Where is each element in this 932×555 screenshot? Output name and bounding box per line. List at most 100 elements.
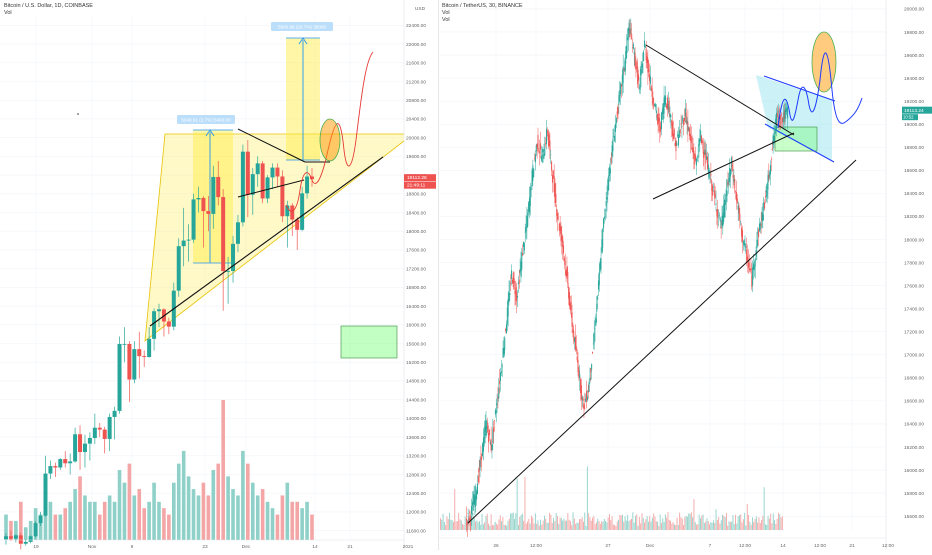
- volume-bar: [719, 523, 721, 530]
- left-price-tick: 18000.00: [406, 229, 426, 235]
- candle-body: [668, 100, 670, 113]
- candle-body: [750, 269, 752, 270]
- right-price-tick: 17600.00: [904, 283, 924, 289]
- candle-body: [519, 269, 521, 273]
- candle-body: [776, 112, 777, 130]
- volume-bar: [53, 514, 58, 540]
- volume-bar: [724, 517, 726, 530]
- left-countdown-badge: 21:49:11: [407, 183, 426, 189]
- candle-body: [481, 453, 483, 460]
- volume-bar: [23, 527, 28, 540]
- volume-bar: [481, 513, 483, 530]
- volume-bar: [63, 508, 68, 540]
- candle-body: [783, 111, 785, 119]
- volume-bar: [710, 522, 712, 530]
- candle-body: [636, 62, 638, 67]
- candle-body: [500, 371, 502, 374]
- volume-bar: [668, 519, 670, 530]
- candle-body: [611, 145, 613, 157]
- volume-bar: [477, 522, 479, 530]
- volume-bar: [489, 525, 491, 530]
- right-price-tick: 18200.00: [904, 214, 924, 220]
- volume-bar: [454, 489, 456, 530]
- candle-body: [616, 111, 618, 117]
- left-chart-panel[interactable]: 5349.91 (2.7%) 5400.00 5900.99 (28.7%) 38…: [0, 0, 436, 550]
- candle-body: [527, 212, 529, 227]
- volume-bar: [780, 517, 782, 530]
- candle-body: [584, 399, 586, 400]
- left-time-tick: 23: [202, 544, 208, 550]
- volume-bar: [575, 523, 577, 530]
- candle-body: [513, 278, 515, 284]
- candle-body: [733, 178, 735, 182]
- candle-body: [714, 194, 716, 199]
- candle-body: [758, 223, 760, 232]
- candle-body: [640, 68, 642, 76]
- candle-body: [701, 140, 703, 143]
- candle-body: [756, 239, 758, 249]
- candle-body: [97, 427, 102, 430]
- candle-body: [651, 88, 653, 97]
- right-chart-svg[interactable]: 20000.00 19800.00 19600.00 19400.00 19200.00…: [437, 0, 932, 550]
- volume-bar: [593, 516, 595, 530]
- measure-label-bg-1: [177, 115, 235, 124]
- volume-bar: [606, 522, 608, 530]
- candle-body: [483, 430, 485, 444]
- candle-body: [603, 216, 605, 219]
- volume-bar: [547, 522, 549, 530]
- candle-body: [497, 396, 499, 399]
- candle-body: [693, 150, 695, 159]
- candle-body: [598, 271, 600, 286]
- volume-bar: [589, 517, 591, 530]
- candle-body: [644, 46, 646, 48]
- volume-bar: [687, 516, 688, 530]
- volume-bar: [572, 512, 574, 530]
- candle-body: [633, 51, 635, 55]
- candle-body: [612, 138, 614, 152]
- candle-body: [520, 261, 522, 271]
- candle-body: [23, 541, 28, 544]
- volume-bar: [765, 524, 766, 530]
- left-chart-svg[interactable]: 5349.91 (2.7%) 5400.00 5900.99 (28.7%) 38…: [0, 0, 436, 550]
- volume-bar: [521, 513, 523, 530]
- candle-body: [556, 208, 558, 216]
- right-small-badge-bg: [902, 114, 918, 121]
- candle-body: [469, 511, 471, 514]
- volume-bar: [684, 516, 686, 530]
- right-price-tick: 17200.00: [904, 330, 924, 336]
- volume-bar: [771, 523, 773, 530]
- volume-bar: [536, 523, 538, 530]
- candle-body: [102, 429, 107, 439]
- candle-body: [664, 96, 666, 105]
- candle-body: [486, 426, 488, 429]
- candle-body: [540, 156, 542, 160]
- candle-body: [712, 185, 714, 196]
- candle-body: [695, 158, 697, 166]
- right-price-tick: 20000.00: [904, 7, 924, 13]
- candle-body: [738, 205, 740, 214]
- candle-body: [578, 371, 580, 378]
- candle-body: [563, 245, 565, 254]
- left-time-tick: 2021: [403, 544, 414, 550]
- right-chart-panel[interactable]: 20000.00 19800.00 19600.00 19400.00 19200.00…: [437, 0, 932, 550]
- volume-bar: [627, 514, 629, 530]
- volume-bar: [655, 521, 657, 530]
- left-price-tick: 20000.00: [406, 135, 426, 141]
- candle-body: [13, 535, 18, 539]
- candle-body: [476, 491, 478, 500]
- candle-body: [724, 199, 726, 218]
- volume-bar: [162, 508, 166, 540]
- target-ellipse: [811, 31, 837, 93]
- candle-body: [592, 352, 593, 354]
- candle-body: [642, 63, 644, 73]
- volume-bar: [201, 482, 206, 540]
- candle-body: [687, 121, 689, 132]
- left-chart-header: Bitcoin / U.S. Dollar, 1D, COINBASE Vol: [4, 3, 93, 17]
- candle-body: [485, 420, 487, 436]
- candle-body: [33, 523, 38, 537]
- candle-body: [758, 229, 760, 237]
- candle-body: [568, 286, 570, 299]
- target-ellipse: [319, 118, 341, 162]
- left-time-tick: Dec: [242, 544, 251, 550]
- volume-bar: [445, 524, 447, 530]
